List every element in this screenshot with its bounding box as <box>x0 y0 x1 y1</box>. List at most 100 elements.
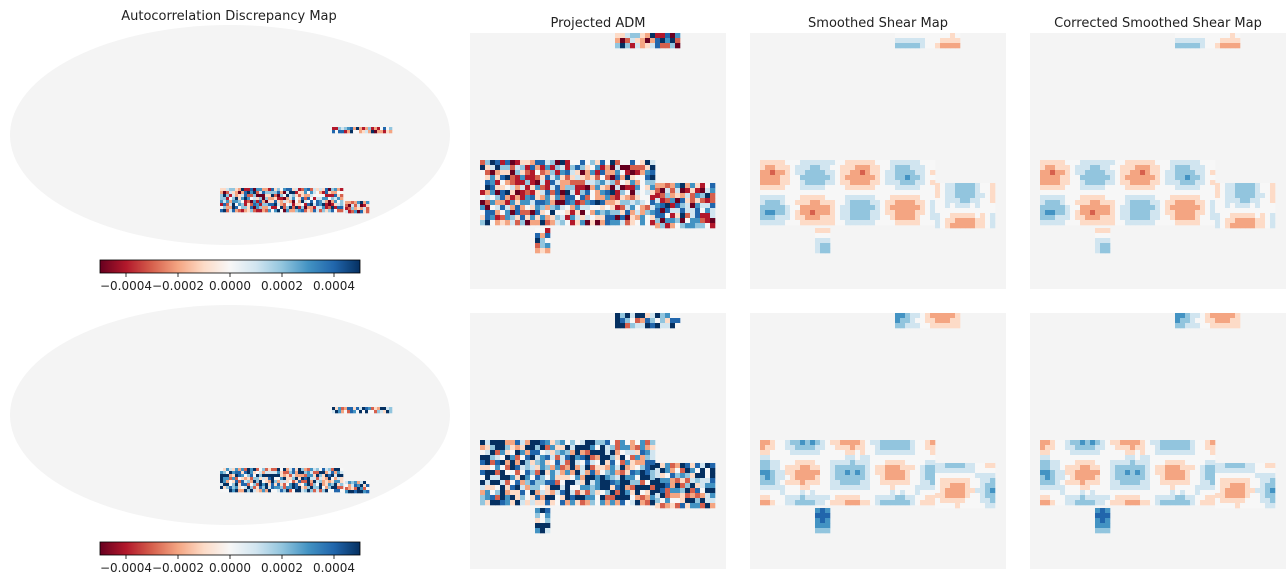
colorbar-tick-label: −0.0002 <box>152 279 204 293</box>
sky-patch <box>357 484 361 488</box>
sky-patch <box>337 471 341 475</box>
map-patch <box>1260 223 1266 229</box>
sky-patch <box>325 468 329 472</box>
sky-patch <box>380 410 384 414</box>
sky-patch <box>247 483 251 487</box>
map-patch <box>1230 223 1236 229</box>
sky-patch <box>223 200 227 204</box>
sky-patch <box>280 471 284 475</box>
map-patch <box>845 215 851 221</box>
sky-patch <box>265 188 269 192</box>
map-patch <box>1130 170 1136 176</box>
sky-patch <box>289 480 293 484</box>
map-patch <box>510 445 516 451</box>
map-patch <box>580 500 586 506</box>
map-patch <box>890 495 896 501</box>
map-patch <box>635 170 641 176</box>
map-patch <box>645 175 651 181</box>
sky-patch <box>360 484 364 488</box>
map-patch <box>1110 185 1116 191</box>
map-patch <box>620 160 626 166</box>
map-patch <box>605 160 611 166</box>
sky-patch <box>271 209 275 213</box>
sky-patch <box>316 468 320 472</box>
map-patch <box>515 175 521 181</box>
map-patch <box>675 208 681 214</box>
map-patch <box>535 460 541 466</box>
map-patch <box>1170 465 1176 471</box>
map-patch <box>640 318 646 324</box>
map-patch <box>590 440 596 446</box>
map-patch <box>1045 180 1051 186</box>
map-patch <box>1075 165 1081 171</box>
map-patch <box>1210 215 1216 221</box>
map-patch <box>565 490 571 496</box>
map-patch <box>1080 160 1086 166</box>
map-patch <box>575 185 581 191</box>
map-patch <box>1205 175 1211 181</box>
map-patch <box>510 185 516 191</box>
map-patch <box>570 200 576 206</box>
map-patch <box>515 470 521 476</box>
map-patch <box>495 195 501 201</box>
map-patch <box>935 188 941 194</box>
map-patch <box>865 195 871 201</box>
map-patch <box>680 473 686 479</box>
map-patch <box>1270 498 1276 504</box>
map-patch <box>540 518 546 524</box>
map-patch <box>490 195 496 201</box>
map-patch <box>1130 445 1136 451</box>
map-patch <box>1120 190 1126 196</box>
map-patch <box>930 165 936 171</box>
sky-patch <box>371 127 375 131</box>
map-patch <box>625 460 631 466</box>
sky-patch <box>226 471 230 475</box>
map-patch <box>1090 170 1096 176</box>
sky-patch <box>316 200 320 204</box>
map-patch <box>545 160 551 166</box>
map-patch <box>525 500 531 506</box>
map-patch <box>955 498 961 504</box>
map-patch <box>580 165 586 171</box>
map-patch <box>550 160 556 166</box>
map-patch <box>630 165 636 171</box>
map-patch <box>550 440 556 446</box>
map-patch <box>645 475 651 481</box>
map-patch <box>1150 200 1156 206</box>
map-patch <box>1115 215 1121 221</box>
sky-patch <box>220 203 224 207</box>
map-patch <box>710 223 716 229</box>
map-patch <box>635 323 641 329</box>
map-patch <box>590 465 596 471</box>
map-patch <box>800 215 806 221</box>
map-patch <box>635 445 641 451</box>
map-patch <box>815 165 821 171</box>
map-patch <box>1195 170 1201 176</box>
sky-patch <box>386 410 390 414</box>
map-patch <box>1100 220 1106 226</box>
sky-patch <box>341 407 345 411</box>
map-patch <box>485 495 491 501</box>
map-patch <box>620 38 626 44</box>
map-patch <box>945 468 951 474</box>
map-patch <box>645 160 651 166</box>
map-patch <box>1100 190 1106 196</box>
map-patch <box>1150 450 1156 456</box>
map-patch <box>1080 480 1086 486</box>
map-patch <box>575 500 581 506</box>
sky-patch <box>259 468 263 472</box>
map-patch <box>525 455 531 461</box>
map-patch <box>835 480 841 486</box>
map-patch <box>1250 183 1256 189</box>
map-patch <box>885 200 891 206</box>
map-patch <box>670 503 676 509</box>
map-patch <box>1105 475 1111 481</box>
map-patch <box>1115 495 1121 501</box>
map-patch <box>910 470 916 476</box>
map-patch <box>625 43 631 49</box>
map-patch <box>630 200 636 206</box>
sky-patch <box>335 130 339 134</box>
map-patch <box>1265 473 1271 479</box>
sky-patch <box>334 471 338 475</box>
map-patch <box>630 450 636 456</box>
